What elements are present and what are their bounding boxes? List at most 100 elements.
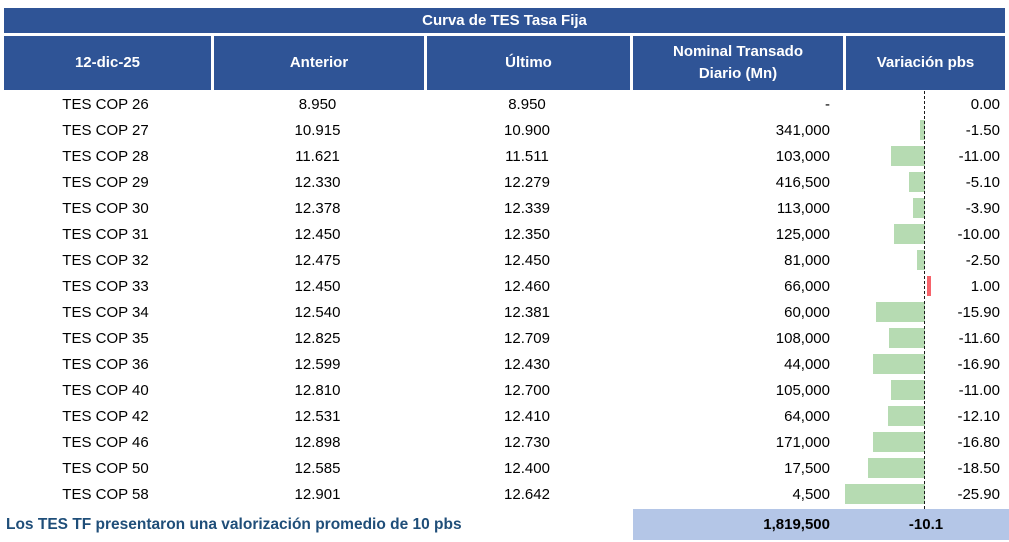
table-row: TES COP 50 12.585 12.400 17,500 -18.50 — [0, 455, 1009, 481]
table-row: TES COP 34 12.540 12.381 60,000 -15.90 — [0, 299, 1009, 325]
ultimo-value: 11.511 — [505, 147, 549, 165]
anterior-value: 12.825 — [294, 329, 341, 347]
anterior-value: 12.450 — [294, 225, 341, 243]
anterior-value: 12.901 — [294, 485, 341, 503]
anterior-value: 12.810 — [294, 381, 341, 399]
variacion-value: -12.10 — [957, 407, 1000, 425]
variacion-cell: -11.00 — [843, 377, 1009, 403]
variacion-databar — [887, 406, 925, 426]
variacion-cell: 0.00 — [843, 91, 1009, 117]
nominal-value: 60,000 — [784, 303, 830, 321]
variacion-databar — [844, 484, 925, 504]
bond-name: TES COP 32 — [62, 251, 149, 269]
anterior-value: 12.585 — [294, 459, 341, 477]
variacion-cell: -5.10 — [843, 169, 1009, 195]
nominal-value: 4,500 — [792, 485, 830, 503]
variacion-databar — [891, 380, 925, 400]
variacion-databar — [912, 198, 925, 218]
variacion-value: 0.00 — [970, 95, 1000, 113]
anterior-value: 12.378 — [294, 199, 341, 217]
nominal-value: 125,000 — [775, 225, 830, 243]
ultimo-value: 12.460 — [504, 277, 550, 295]
variacion-value: -10.00 — [957, 225, 1000, 243]
variacion-cell: -16.80 — [843, 429, 1009, 455]
table-row: TES COP 26 8.950 8.950 - 0.00 — [0, 91, 1009, 117]
anterior-value: 12.898 — [294, 433, 341, 451]
column-header-variacion: Variación pbs — [846, 36, 1005, 90]
variacion-databar — [894, 224, 925, 244]
anterior-value: 12.450 — [294, 277, 341, 295]
table-row: TES COP 29 12.330 12.279 416,500 -5.10 — [0, 169, 1009, 195]
variacion-cell: -3.90 — [843, 195, 1009, 221]
table-row: TES COP 30 12.378 12.339 113,000 -3.90 — [0, 195, 1009, 221]
bond-name: TES COP 50 — [62, 459, 149, 477]
ultimo-value: 12.279 — [504, 173, 550, 191]
variacion-databar — [872, 354, 925, 374]
table-body: TES COP 26 8.950 8.950 - 0.00 TES COP 27 10.91… — [0, 91, 1009, 507]
variacion-databar — [873, 432, 925, 452]
variacion-cell: -11.00 — [843, 143, 1009, 169]
variacion-value: -16.90 — [957, 355, 1000, 373]
bond-name: TES COP 35 — [62, 329, 149, 347]
variacion-value: -11.00 — [958, 147, 1000, 165]
bond-name: TES COP 36 — [62, 355, 149, 373]
nominal-value: 416,500 — [775, 173, 830, 191]
variacion-value: -3.90 — [965, 199, 1000, 217]
ultimo-value: 12.381 — [504, 303, 550, 321]
ultimo-value: 12.400 — [504, 459, 550, 477]
column-header-ultimo: Último — [427, 36, 630, 90]
table-row: TES COP 27 10.915 10.900 341,000 -1.50 — [0, 117, 1009, 143]
variacion-value: -11.60 — [958, 329, 1000, 347]
bond-name: TES COP 31 — [62, 225, 149, 243]
nominal-value: 81,000 — [784, 251, 830, 269]
variacion-value: -2.50 — [965, 251, 1000, 269]
table-row: TES COP 36 12.599 12.430 44,000 -16.90 — [0, 351, 1009, 377]
bond-name: TES COP 42 — [62, 407, 149, 425]
variacion-cell: -18.50 — [843, 455, 1009, 481]
footer-note: Los TES TF presentaron una valorización … — [6, 515, 462, 533]
variacion-value: -18.50 — [957, 459, 1000, 477]
variacion-databar — [867, 458, 925, 478]
variacion-cell: -10.00 — [843, 221, 1009, 247]
variacion-databar — [917, 250, 925, 270]
anterior-value: 12.330 — [294, 173, 341, 191]
table-row: TES COP 32 12.475 12.450 81,000 -2.50 — [0, 247, 1009, 273]
ultimo-value: 12.730 — [504, 433, 550, 451]
bond-name: TES COP 28 — [62, 147, 149, 165]
variacion-cell: -12.10 — [843, 403, 1009, 429]
footer-totals-band: 1,819,500 -10.1 — [633, 509, 1009, 540]
variacion-cell: -2.50 — [843, 247, 1009, 273]
table-header: 12-dic-25 Anterior Último Nominal Transa… — [4, 36, 1005, 90]
ultimo-value: 12.709 — [504, 329, 550, 347]
ultimo-value: 12.350 — [504, 225, 550, 243]
bond-name: TES COP 26 — [62, 95, 149, 113]
ultimo-value: 12.430 — [504, 355, 550, 373]
bond-name: TES COP 46 — [62, 433, 149, 451]
bond-name: TES COP 40 — [62, 381, 149, 399]
variacion-databar — [926, 276, 931, 296]
ultimo-value: 12.339 — [504, 199, 550, 217]
ultimo-value: 12.450 — [504, 251, 550, 269]
column-header-date: 12-dic-25 — [4, 36, 211, 90]
variacion-value: 1.00 — [970, 277, 1000, 295]
variacion-cell: -15.90 — [843, 299, 1009, 325]
table-row: TES COP 42 12.531 12.410 64,000 -12.10 — [0, 403, 1009, 429]
bond-name: TES COP 58 — [62, 485, 149, 503]
variacion-cell: -25.90 — [843, 481, 1009, 507]
nominal-value: 17,500 — [784, 459, 830, 477]
variacion-cell: -11.60 — [843, 325, 1009, 351]
table-row: TES COP 58 12.901 12.642 4,500 -25.90 — [0, 481, 1009, 507]
variacion-databar — [891, 146, 925, 166]
anterior-value: 8.950 — [298, 95, 337, 113]
ultimo-value: 12.642 — [504, 485, 550, 503]
nominal-value: 44,000 — [784, 355, 830, 373]
bond-name: TES COP 29 — [62, 173, 149, 191]
variacion-databar — [909, 172, 925, 192]
bond-name: TES COP 30 — [62, 199, 149, 217]
average-variacion: -10.1 — [908, 516, 944, 533]
variacion-value: -25.90 — [957, 485, 1000, 503]
ultimo-value: 12.700 — [504, 381, 550, 399]
anterior-value: 12.599 — [294, 355, 341, 373]
nominal-value: 113,000 — [776, 199, 830, 217]
table-row: TES COP 35 12.825 12.709 108,000 -11.60 — [0, 325, 1009, 351]
